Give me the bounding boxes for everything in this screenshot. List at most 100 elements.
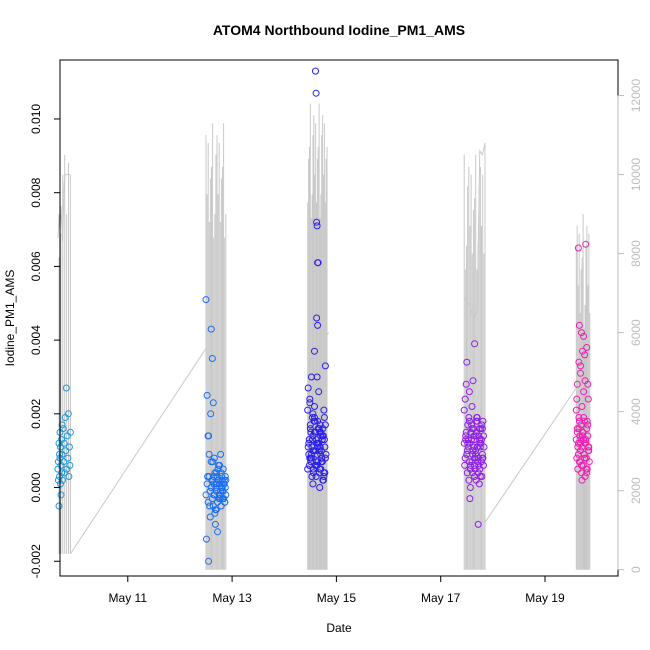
data-point xyxy=(466,465,474,473)
data-point xyxy=(468,421,475,429)
data-point xyxy=(579,347,586,355)
data-point xyxy=(207,410,215,418)
data-point xyxy=(314,259,322,267)
y-tick-label: 0.006 xyxy=(29,251,43,281)
y-tick-label: 0.010 xyxy=(29,104,43,134)
data-point xyxy=(480,461,487,469)
x-axis: May 11 May 13 May 15 May 17 May 19 xyxy=(109,575,565,605)
data-point xyxy=(315,425,323,433)
data-point xyxy=(321,421,329,429)
data-point xyxy=(583,425,591,433)
data-point xyxy=(320,414,328,421)
data-point xyxy=(317,465,325,473)
data-point xyxy=(205,432,213,440)
data-point xyxy=(472,447,480,455)
data-point xyxy=(217,450,225,458)
data-point xyxy=(577,421,585,429)
data-point xyxy=(474,443,482,451)
y-axis-label: Iodine_PM1_AMS xyxy=(3,270,17,367)
data-point xyxy=(211,509,219,517)
data-point xyxy=(202,491,210,499)
data-point xyxy=(321,362,329,370)
data-point xyxy=(321,443,329,451)
x-tick-label: May 13 xyxy=(212,591,252,605)
data-point xyxy=(304,406,312,414)
data-point xyxy=(311,414,318,421)
data-point xyxy=(207,458,215,466)
data-point xyxy=(581,351,589,359)
data-point xyxy=(318,454,326,462)
y2-tick-label: 12000 xyxy=(629,79,643,113)
data-point xyxy=(583,344,591,351)
data-point xyxy=(320,436,328,444)
data-point xyxy=(309,480,317,488)
data-point xyxy=(320,473,328,480)
data-point xyxy=(475,461,483,469)
y2-tick-label: 10000 xyxy=(629,158,643,192)
data-point xyxy=(65,443,73,451)
data-point xyxy=(577,369,584,377)
data-point xyxy=(221,498,229,506)
data-point xyxy=(580,450,588,458)
data-point xyxy=(584,432,592,440)
data-point xyxy=(468,425,476,433)
data-point xyxy=(64,454,72,462)
chart-title: ATOM4 Northbound Iodine_PM1_AMS xyxy=(213,22,465,38)
y2-tick-label: 6000 xyxy=(629,319,643,346)
data-point xyxy=(464,443,472,451)
data-point xyxy=(315,447,323,455)
data-point xyxy=(214,465,222,473)
x-axis-label: Date xyxy=(326,621,352,635)
data-point xyxy=(211,520,219,528)
data-point xyxy=(473,417,481,425)
data-point xyxy=(217,502,225,510)
y-tick-label: 0.002 xyxy=(29,398,43,428)
data-point xyxy=(311,347,318,355)
data-point xyxy=(311,403,318,410)
data-point xyxy=(573,395,581,403)
data-point xyxy=(470,443,477,451)
y-tick-label: 0.008 xyxy=(29,177,43,207)
data-point xyxy=(66,461,74,469)
data-point xyxy=(58,450,66,458)
data-point xyxy=(579,428,587,436)
data-point xyxy=(208,355,216,362)
data-point xyxy=(307,428,315,436)
data-point xyxy=(304,443,312,451)
data-point xyxy=(478,425,486,433)
data-point xyxy=(314,439,322,447)
data-point xyxy=(318,458,326,466)
data-point xyxy=(461,454,469,462)
data-point xyxy=(465,476,473,484)
data-point xyxy=(216,461,224,469)
data-point xyxy=(218,484,226,491)
data-point xyxy=(306,425,314,433)
y2-tick-label: 0 xyxy=(629,566,643,573)
data-point xyxy=(578,469,585,477)
data-point xyxy=(66,428,74,436)
data-point xyxy=(315,388,323,396)
data-point xyxy=(203,391,211,399)
data-point xyxy=(54,476,62,484)
data-point xyxy=(575,417,583,425)
data-point xyxy=(221,473,229,480)
data-point xyxy=(466,484,474,491)
data-point xyxy=(208,495,216,503)
data-point xyxy=(314,321,322,329)
data-point xyxy=(214,528,221,536)
data-point xyxy=(581,454,589,462)
data-point xyxy=(465,388,473,396)
y-axis-right: 0 2000 4000 6000 8000 10000 12000 xyxy=(617,79,643,573)
data-point xyxy=(575,358,583,366)
data-point xyxy=(466,495,474,503)
data-point xyxy=(464,439,472,447)
data-point xyxy=(209,399,217,407)
data-point xyxy=(573,380,581,388)
data-point xyxy=(575,425,583,433)
data-point xyxy=(309,432,317,440)
data-point xyxy=(203,535,210,543)
data-point xyxy=(476,436,484,444)
data-point xyxy=(465,414,473,421)
plot-frame xyxy=(59,59,619,577)
